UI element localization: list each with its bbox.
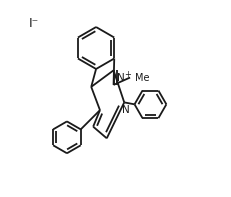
Text: I⁻: I⁻ [29,17,39,30]
Text: N: N [117,72,125,83]
Text: N: N [122,105,130,115]
Text: +: + [124,71,131,79]
Text: Me: Me [135,72,149,83]
